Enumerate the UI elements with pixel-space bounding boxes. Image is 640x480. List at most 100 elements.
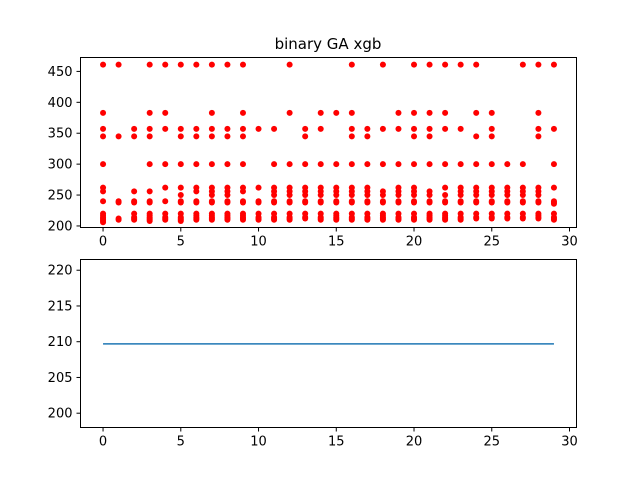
scatter-point [193, 161, 200, 168]
scatter-point [271, 192, 278, 199]
scatter-point [255, 216, 262, 223]
scatter-point [239, 125, 246, 132]
scatter-point [379, 192, 386, 199]
scatter-point [519, 215, 526, 222]
line-y-tick-label: 200 [48, 407, 73, 422]
line-y-tick-label: 205 [48, 371, 73, 386]
scatter-point [488, 109, 495, 116]
scatter-point [115, 199, 122, 206]
scatter-point [146, 188, 153, 195]
scatter-point [348, 61, 355, 68]
scatter-axes: 0 5 10 15 20 25 30 200 250 300 350 400 450 [48, 57, 578, 250]
scatter-point [426, 133, 433, 140]
scatter-point [271, 216, 278, 223]
scatter-point [488, 192, 495, 199]
scatter-point [550, 184, 557, 191]
scatter-point [271, 199, 278, 206]
scatter-point [115, 61, 122, 68]
scatter-point [519, 161, 526, 168]
scatter-point [535, 215, 542, 222]
scatter-point [442, 216, 449, 223]
scatter-point [208, 192, 215, 199]
scatter-point [411, 109, 418, 116]
scatter-point [442, 109, 449, 116]
scatter-point [302, 125, 309, 132]
scatter-point [535, 61, 542, 68]
scatter-x-tick-label: 5 [177, 235, 185, 250]
scatter-point [131, 125, 138, 132]
scatter-point [535, 125, 542, 132]
scatter-y-tick-label: 200 [48, 219, 73, 234]
scatter-point [442, 199, 449, 206]
scatter-point [364, 216, 371, 223]
scatter-point [177, 184, 184, 191]
scatter-point [519, 199, 526, 206]
scatter-point [550, 125, 557, 132]
line-y-tick-label: 210 [48, 335, 73, 350]
scatter-point [146, 125, 153, 132]
scatter-point [348, 161, 355, 168]
scatter-point [193, 125, 200, 132]
scatter-point [379, 125, 386, 132]
scatter-point [100, 125, 107, 132]
scatter-point [364, 199, 371, 206]
scatter-point [162, 184, 169, 191]
scatter-point [535, 133, 542, 140]
scatter-point [100, 133, 107, 140]
scatter-point [473, 133, 480, 140]
scatter-point [224, 192, 231, 199]
scatter-point [239, 188, 246, 195]
scatter-point [100, 188, 107, 195]
scatter-point [115, 133, 122, 140]
scatter-point [317, 161, 324, 168]
scatter-point [348, 125, 355, 132]
scatter-point [224, 125, 231, 132]
scatter-point [224, 216, 231, 223]
scatter-point [535, 199, 542, 206]
line-y-tick-label: 215 [48, 299, 73, 314]
scatter-point [100, 219, 107, 226]
scatter-point [193, 133, 200, 140]
scatter-point [348, 192, 355, 199]
scatter-point [100, 161, 107, 168]
scatter-point [302, 192, 309, 199]
scatter-point [286, 216, 293, 223]
scatter-point [395, 216, 402, 223]
scatter-point [426, 216, 433, 223]
scatter-point [379, 61, 386, 68]
scatter-y-tick-label: 450 [48, 65, 73, 80]
scatter-point [504, 192, 511, 199]
scatter-point [426, 199, 433, 206]
scatter-point [348, 199, 355, 206]
scatter-point [379, 199, 386, 206]
scatter-point [473, 199, 480, 206]
scatter-point [239, 161, 246, 168]
scatter-point [333, 109, 340, 116]
line-axes: 0 5 10 15 20 25 30 200 205 210 215 220 [48, 259, 578, 450]
scatter-point [488, 125, 495, 132]
line-x-tick-label: 10 [250, 435, 267, 450]
scatter-point [473, 161, 480, 168]
scatter-point [302, 133, 309, 140]
scatter-y-tick-label: 250 [48, 189, 73, 204]
scatter-point [162, 216, 169, 223]
line-x-tick-label: 15 [328, 435, 345, 450]
scatter-point [519, 61, 526, 68]
scatter-point [364, 125, 371, 132]
scatter-point [208, 61, 215, 68]
scatter-point [348, 216, 355, 223]
scatter-point [488, 215, 495, 222]
scatter-point [411, 161, 418, 168]
scatter-point [426, 109, 433, 116]
scatter-point [488, 161, 495, 168]
scatter-point [442, 61, 449, 68]
scatter-point [302, 215, 309, 222]
scatter-point [193, 188, 200, 195]
scatter-point [411, 192, 418, 199]
scatter-point [162, 161, 169, 168]
scatter-point [177, 61, 184, 68]
scatter-point [177, 192, 184, 199]
scatter-point [379, 216, 386, 223]
scatter-point [457, 192, 464, 199]
scatter-axes-frame [80, 57, 577, 228]
